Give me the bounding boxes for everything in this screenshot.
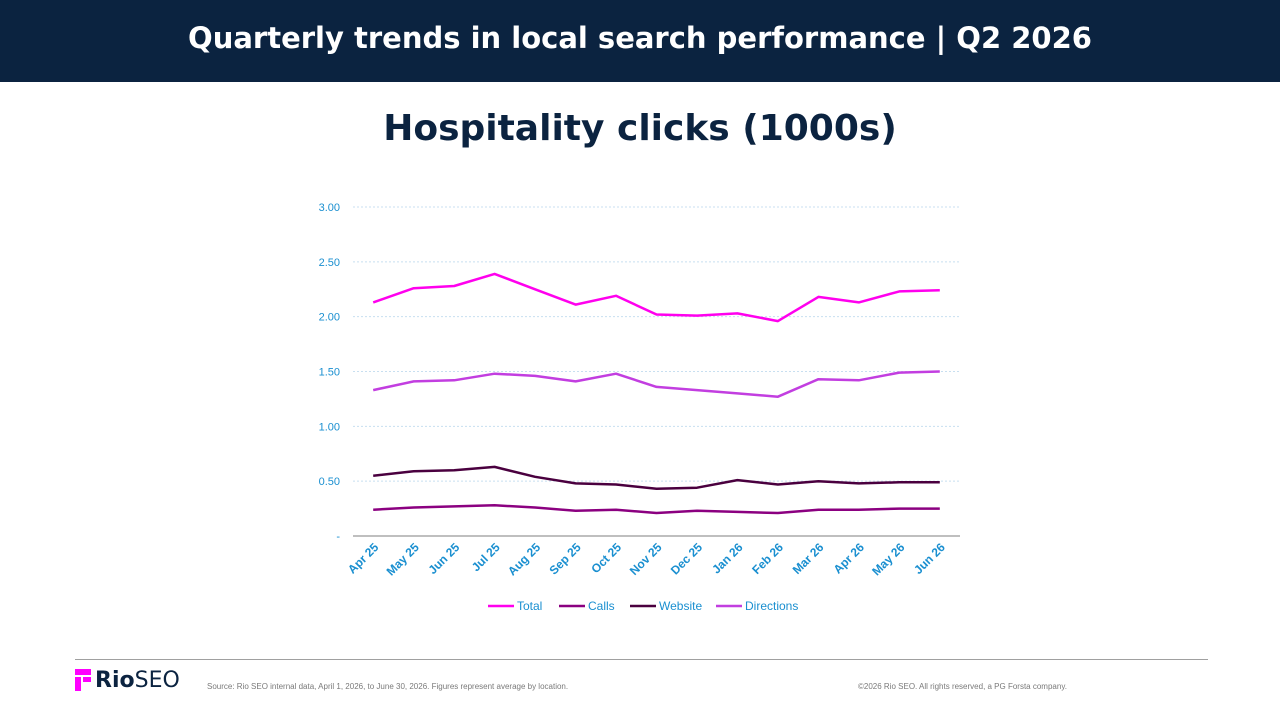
x-tick-label: Jul 25 [469, 540, 503, 574]
legend-label-directions: Directions [745, 599, 798, 613]
y-tick-label: 3.00 [319, 202, 340, 214]
x-tick-label: Sep 25 [546, 540, 583, 577]
x-tick-label: Jan 26 [709, 540, 746, 577]
logo-text-rio: Rio [95, 667, 135, 693]
rio-seo-logo: Rio SEO [75, 666, 180, 694]
logo-text-seo: SEO [134, 667, 180, 693]
y-tick-label: - [336, 531, 340, 543]
series-line-website [373, 465, 940, 491]
y-tick-label: 2.50 [319, 257, 340, 269]
x-tick-label: Aug 25 [505, 540, 543, 578]
y-tick-label: 0.50 [319, 476, 340, 488]
series-line-total [372, 272, 940, 323]
x-tick-label: Oct 25 [588, 540, 624, 576]
series-line-calls [373, 504, 940, 515]
copyright-note: ©2026 Rio SEO. All rights reserved, a PG… [858, 682, 1067, 691]
x-tick-label: May 26 [869, 540, 907, 578]
x-tick-label: Jun 26 [911, 540, 948, 577]
legend-label-total: Total [517, 599, 542, 613]
x-tick-label: Nov 25 [627, 540, 665, 578]
logo-mark-icon [75, 669, 91, 691]
x-tick-label: Feb 26 [749, 540, 786, 577]
series-line-directions [372, 370, 940, 398]
x-tick-label: Jun 25 [426, 540, 463, 577]
x-tick-label: May 25 [384, 540, 422, 578]
source-note: Source: Rio SEO internal data, April 1, … [207, 682, 569, 691]
x-tick-label: Apr 25 [345, 540, 382, 577]
chart-title: Hospitality clicks (1000s) [383, 108, 897, 149]
footer-divider [75, 659, 1208, 660]
legend-label-website: Website [659, 599, 702, 613]
y-tick-label: 1.00 [319, 421, 340, 433]
page-title: Quarterly trends in local search perform… [188, 21, 1092, 55]
x-tick-label: Dec 25 [668, 540, 705, 577]
legend-label-calls: Calls [588, 599, 615, 613]
x-tick-label: Mar 26 [790, 540, 827, 577]
header-bar: Quarterly trends in local search perform… [0, 0, 1280, 82]
y-tick-label: 1.50 [319, 367, 340, 379]
x-tick-label: Apr 26 [831, 540, 868, 577]
y-tick-label: 2.00 [319, 312, 340, 324]
